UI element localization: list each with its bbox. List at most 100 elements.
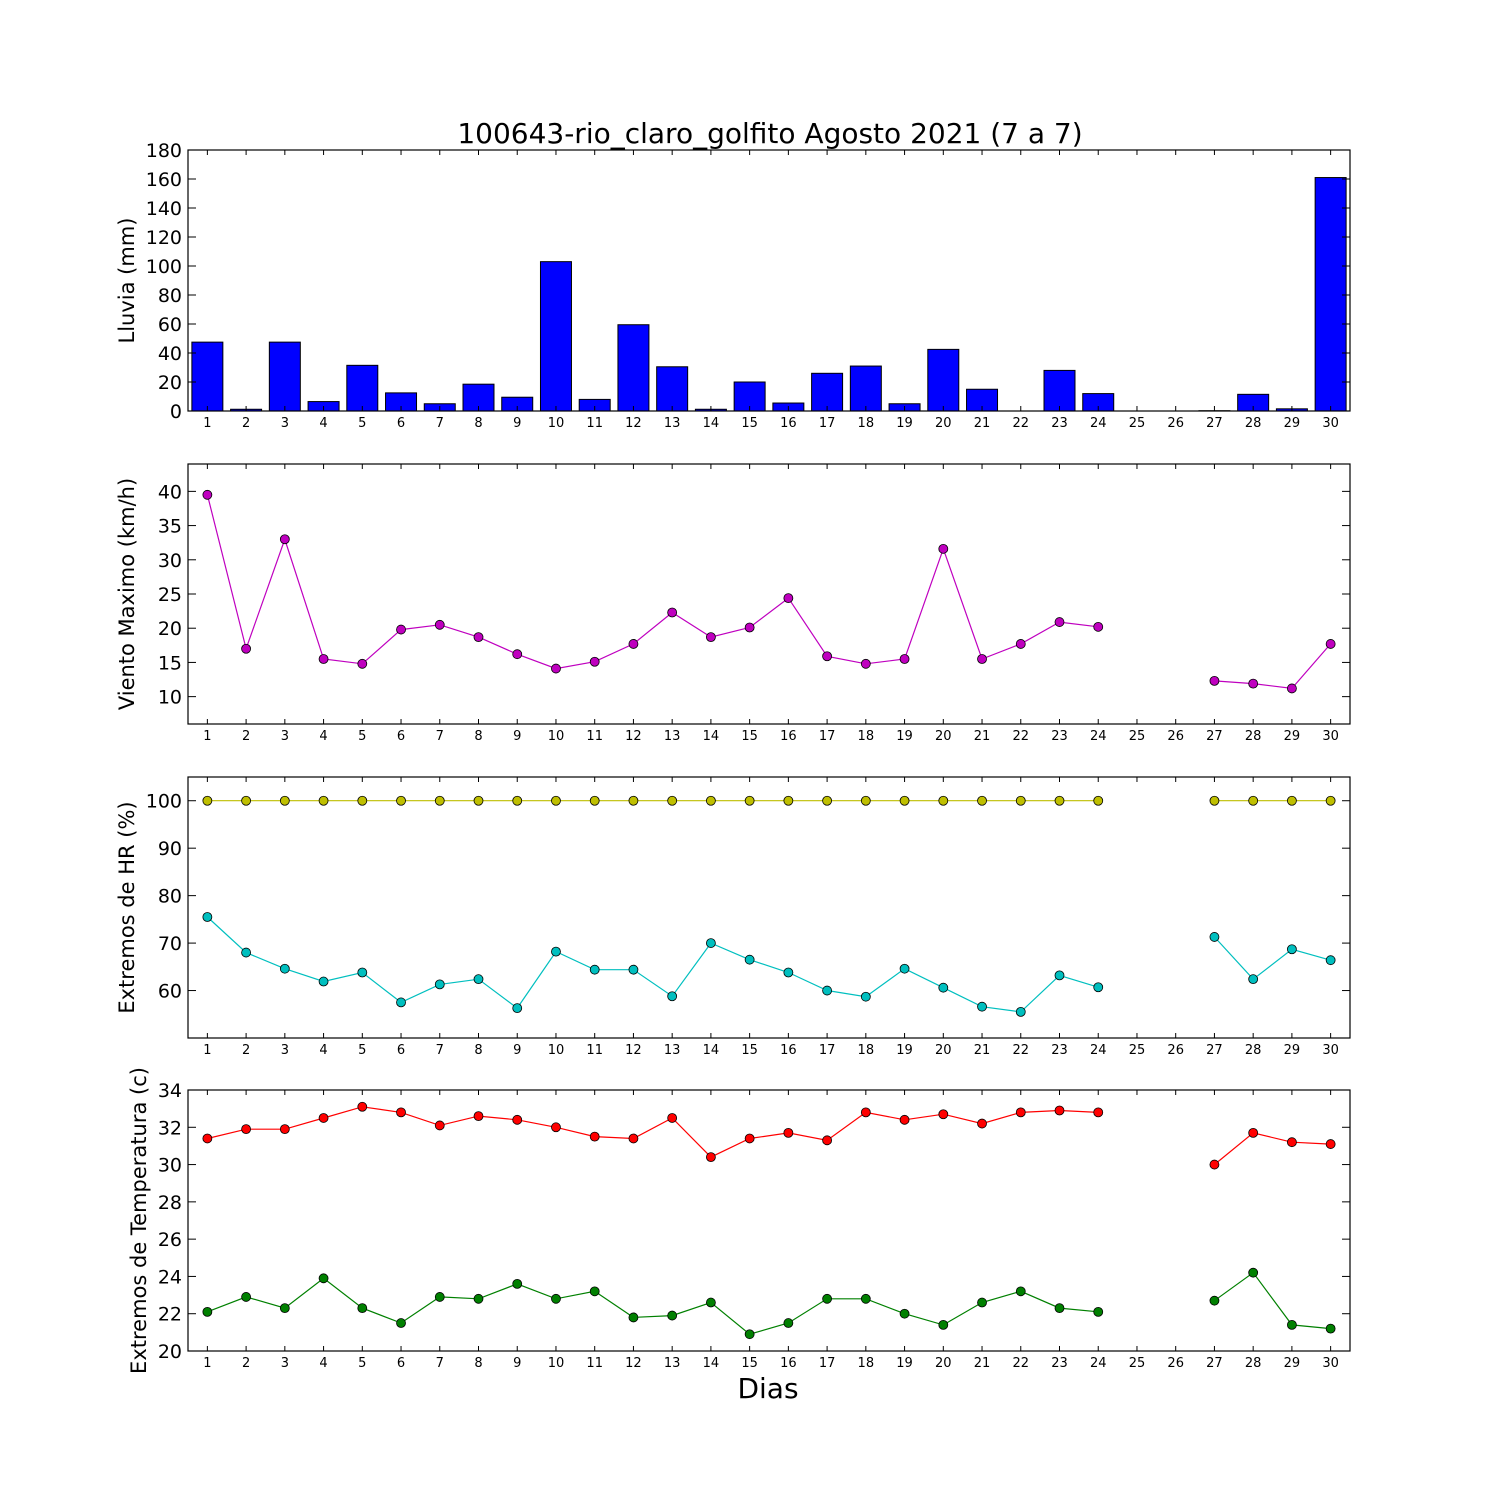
data-point xyxy=(318,976,329,987)
y-tick-label: 25 xyxy=(158,584,182,606)
data-point xyxy=(434,619,445,630)
x-tick-label: 18 xyxy=(858,1043,875,1058)
y-tick-label: 100 xyxy=(146,256,182,278)
data-point xyxy=(822,651,832,662)
chart-panels: 1 2 3 4 5 6 7 8 9 10 11 12 13 14 15 16 17 18 19 20 21 22 23 24 2… xyxy=(115,140,1351,1374)
data-point xyxy=(1248,1267,1259,1278)
data-point xyxy=(938,982,949,993)
data-point xyxy=(357,1101,368,1112)
axes-frame xyxy=(187,1089,1351,1352)
x-tick-label: 12 xyxy=(625,729,642,744)
x-tick-label: 27 xyxy=(1206,416,1223,431)
bar xyxy=(191,341,224,412)
x-tick-label: 13 xyxy=(664,1356,681,1371)
x-tick-label: 28 xyxy=(1245,1043,1262,1058)
x-tick-label: 5 xyxy=(358,729,366,744)
data-point xyxy=(899,963,910,974)
x-tick-label: 15 xyxy=(741,1043,758,1058)
y-tick-label: 15 xyxy=(158,652,182,674)
x-tick-label: 8 xyxy=(474,1043,482,1058)
data-point xyxy=(822,795,832,806)
data-point xyxy=(1325,1323,1336,1334)
data-point xyxy=(551,663,561,674)
data-point xyxy=(667,1113,678,1123)
data-point xyxy=(1248,974,1259,985)
data-point xyxy=(318,1273,329,1284)
data-point xyxy=(1248,795,1259,806)
y-tick-label: 80 xyxy=(158,285,182,307)
data-point xyxy=(783,795,794,806)
data-point xyxy=(473,1293,484,1304)
data-point xyxy=(434,795,445,806)
data-point xyxy=(241,1124,252,1135)
data-point xyxy=(279,534,290,545)
x-tick-label: 26 xyxy=(1167,729,1184,744)
x-tick-label: 9 xyxy=(513,1043,521,1058)
x-tick-label: 19 xyxy=(896,1043,913,1058)
x-tick-label: 4 xyxy=(319,1043,327,1058)
x-tick-label: 13 xyxy=(664,1043,681,1058)
bar xyxy=(539,261,572,412)
data-point xyxy=(822,1293,832,1304)
data-point xyxy=(938,795,949,806)
data-point xyxy=(628,795,639,806)
y-tick-label: 160 xyxy=(146,169,182,191)
data-point xyxy=(357,658,368,669)
x-tick-label: 3 xyxy=(281,1356,289,1371)
x-tick-label: 29 xyxy=(1284,416,1301,431)
x-tick-label: 22 xyxy=(1012,1356,1029,1371)
axes-frame xyxy=(187,149,1351,412)
x-tick-label: 19 xyxy=(896,729,913,744)
data-point xyxy=(202,1306,213,1317)
data-point xyxy=(396,997,406,1008)
y-axis-label: Extremos de HR (%) xyxy=(115,801,139,1013)
data-point xyxy=(589,1131,600,1142)
data-point xyxy=(241,1292,252,1302)
y-tick-label: 70 xyxy=(158,933,182,955)
x-tick-label: 10 xyxy=(548,729,565,744)
y-tick-label: 40 xyxy=(158,481,182,503)
data-point xyxy=(667,607,678,618)
data-point xyxy=(783,1318,794,1328)
x-tick-label: 24 xyxy=(1090,1043,1107,1058)
y-tick-label: 140 xyxy=(146,198,182,220)
y-tick-label: 26 xyxy=(158,1229,182,1251)
x-tick-label: 9 xyxy=(513,729,521,744)
data-point xyxy=(318,1113,329,1123)
y-tick-label: 20 xyxy=(158,1341,182,1363)
data-point xyxy=(551,1293,561,1304)
x-tick-label: 29 xyxy=(1284,1043,1301,1058)
y-axis-label: Extremos de Temperatura (c) xyxy=(127,1067,151,1374)
x-tick-label: 23 xyxy=(1051,729,1068,744)
x-tick-label: 15 xyxy=(741,1356,758,1371)
x-tick-label: 28 xyxy=(1245,729,1262,744)
data-point xyxy=(1209,1159,1220,1170)
data-point xyxy=(473,795,484,806)
data-point xyxy=(977,795,987,806)
data-point xyxy=(241,643,252,654)
x-tick-label: 8 xyxy=(474,1356,482,1371)
data-point xyxy=(357,1303,368,1314)
x-tick-label: 13 xyxy=(664,729,681,744)
x-tick-label: 23 xyxy=(1051,416,1068,431)
y-tick-label: 0 xyxy=(170,401,182,423)
data-point xyxy=(667,1310,678,1321)
data-point xyxy=(1287,683,1297,694)
data-point xyxy=(1209,675,1220,686)
x-tick-label: 3 xyxy=(281,1043,289,1058)
series-line xyxy=(206,494,1332,690)
x-tick-label: 7 xyxy=(436,729,444,744)
x-tick-label: 20 xyxy=(935,416,952,431)
y-tick-label: 60 xyxy=(158,314,182,336)
x-tick-label: 11 xyxy=(586,729,603,744)
x-tick-label: 4 xyxy=(319,1356,327,1371)
x-tick-label: 24 xyxy=(1090,729,1107,744)
x-tick-label: 1 xyxy=(203,729,211,744)
y-tick-label: 120 xyxy=(146,227,182,249)
data-point xyxy=(783,593,794,604)
x-tick-label: 16 xyxy=(780,416,797,431)
data-point xyxy=(1015,1107,1026,1118)
data-point xyxy=(1209,1295,1220,1306)
x-tick-label: 7 xyxy=(436,1043,444,1058)
